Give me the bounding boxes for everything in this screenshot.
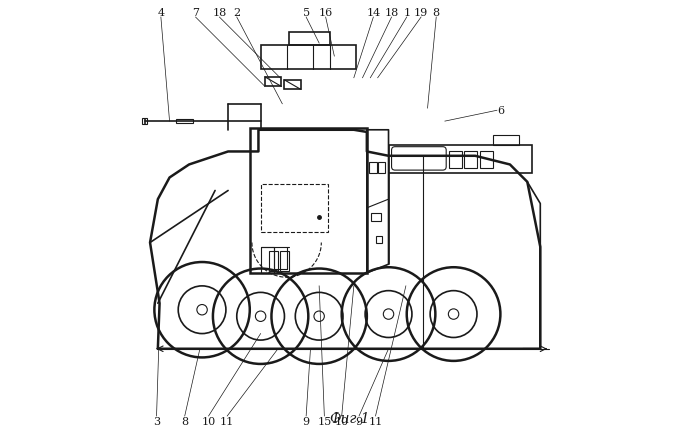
Bar bbox=[375, 237, 382, 243]
Text: Фиг.1: Фиг.1 bbox=[329, 411, 370, 424]
Text: 11: 11 bbox=[220, 416, 234, 426]
Bar bbox=[261, 184, 328, 232]
Bar bbox=[142, 119, 147, 125]
Bar bbox=[250, 128, 367, 273]
Bar bbox=[389, 146, 532, 174]
Bar bbox=[261, 46, 356, 70]
Text: 6: 6 bbox=[497, 106, 504, 116]
Bar bbox=[289, 33, 330, 46]
Bar bbox=[269, 252, 278, 271]
Bar bbox=[480, 151, 493, 168]
Text: 11: 11 bbox=[368, 416, 382, 426]
Text: 5: 5 bbox=[303, 8, 310, 18]
Text: 18: 18 bbox=[384, 8, 398, 18]
Bar bbox=[371, 214, 381, 221]
Bar bbox=[449, 151, 462, 168]
Bar bbox=[265, 78, 282, 87]
Bar bbox=[280, 252, 289, 271]
Text: 8: 8 bbox=[433, 8, 440, 18]
Text: 18: 18 bbox=[212, 8, 226, 18]
Text: 10: 10 bbox=[335, 416, 349, 426]
Bar bbox=[261, 247, 273, 273]
Bar bbox=[464, 151, 477, 168]
Text: 15: 15 bbox=[317, 416, 331, 426]
Text: 8: 8 bbox=[181, 416, 188, 426]
Text: 4: 4 bbox=[157, 8, 164, 18]
Text: 9: 9 bbox=[303, 416, 310, 426]
Bar bbox=[369, 163, 377, 174]
Bar bbox=[377, 163, 385, 174]
Text: 2: 2 bbox=[233, 8, 240, 18]
Text: 7: 7 bbox=[192, 8, 199, 18]
Text: 1: 1 bbox=[403, 8, 410, 18]
Text: 10: 10 bbox=[201, 416, 216, 426]
Bar bbox=[176, 120, 194, 124]
Text: 9: 9 bbox=[356, 416, 363, 426]
Bar bbox=[284, 81, 301, 90]
Text: 14: 14 bbox=[366, 8, 380, 18]
Text: 16: 16 bbox=[319, 8, 333, 18]
Text: 19: 19 bbox=[414, 8, 428, 18]
Text: 3: 3 bbox=[153, 416, 160, 426]
Bar bbox=[493, 136, 519, 146]
